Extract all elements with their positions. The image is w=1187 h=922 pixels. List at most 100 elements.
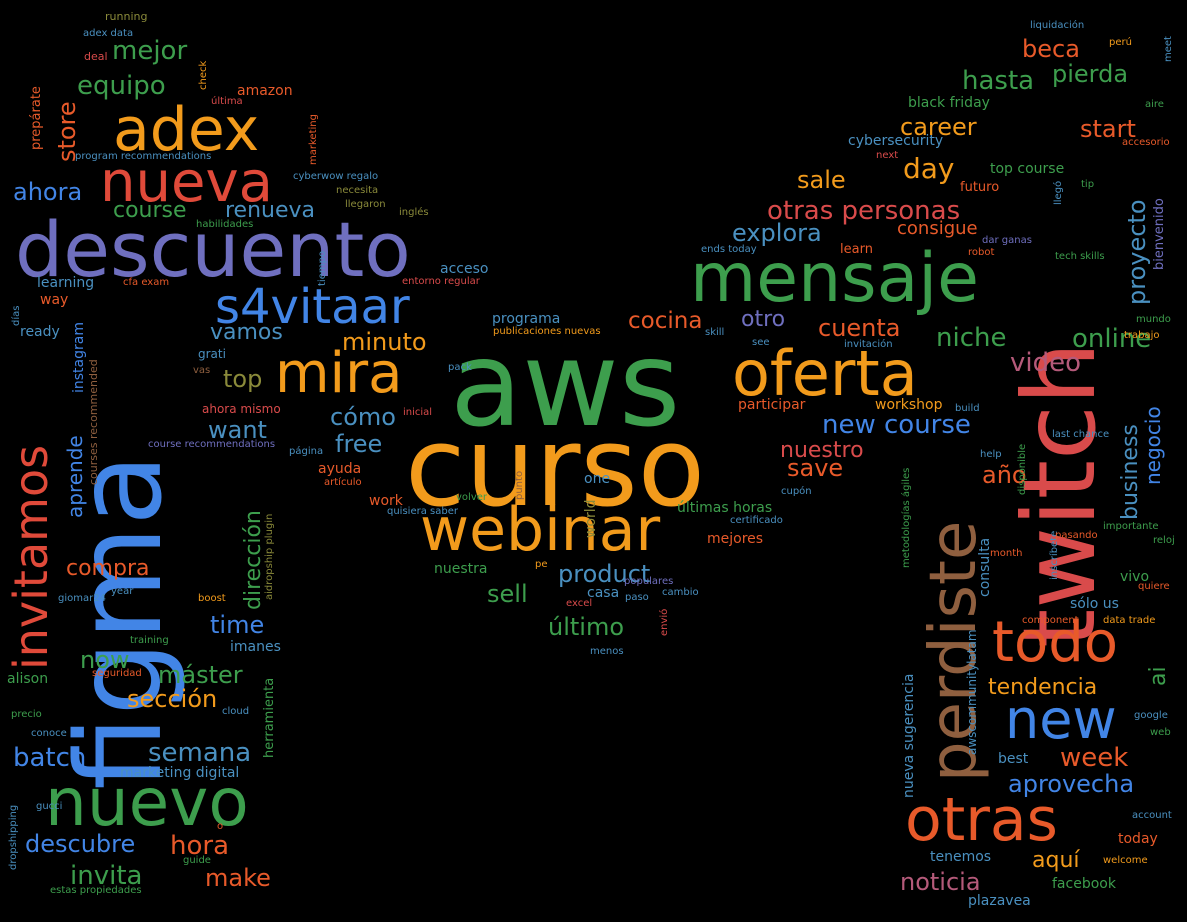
word: sección [127,685,218,713]
word: now [80,646,130,674]
word: cocina [628,308,703,334]
word: o [217,821,224,832]
word: máster [158,661,243,689]
word: new [1005,688,1117,751]
word: ai [1146,666,1171,686]
word: vamos [210,320,283,345]
word: otras [905,785,1058,855]
word: build [955,403,980,414]
word: nuestra [434,561,488,577]
word: batch [13,743,87,773]
word: vivo [1120,569,1150,585]
word: week [1060,743,1129,773]
word: tendencia [988,675,1098,700]
word: pasando [1055,530,1098,541]
word: program recommendations [75,151,212,162]
word: inglés [399,207,429,218]
word: mejores [707,531,764,547]
word: learning [37,275,95,291]
word: consigue [897,218,978,239]
word: negocio [1141,406,1165,485]
word: video [1010,348,1082,378]
word: herramienta [262,677,277,758]
word: paso [625,592,649,603]
word: página [289,446,324,457]
word: robot [968,247,995,258]
word: top [223,365,263,393]
word: liquidación [1030,20,1085,31]
word: bienvenido [1152,198,1167,270]
word: aidropship plugin [264,513,275,600]
word: accesorio [1122,137,1170,148]
word: make [205,864,271,892]
word: entorno regular [402,276,480,287]
word: day [903,152,955,185]
word: tech skills [1055,251,1105,262]
word: free [335,430,383,458]
word: metodologías ágiles [901,467,912,568]
word: programa [492,311,561,327]
word: start [1080,115,1136,143]
word: alison [7,671,49,687]
word: meet [1163,36,1174,62]
word: amazon [237,83,293,99]
word: last chance [1052,429,1110,440]
word: beca [1022,35,1080,63]
word: new course [822,410,971,440]
word: aws [450,315,681,453]
word: data trade [1103,615,1156,626]
word: días [11,305,22,326]
word: ahora mismo [202,402,281,416]
word: trabajo [1124,330,1160,341]
word: artículo [324,477,362,488]
word: cfa exam [123,277,170,288]
word: giomar24 [58,593,106,604]
word: invitamos [4,444,58,670]
word: reloj [1153,535,1175,546]
word: certificado [730,515,783,526]
word: help [980,449,1002,460]
word: one [584,471,611,487]
word: compra [66,556,150,581]
word: account [1132,810,1172,821]
word: tip [1081,179,1095,190]
word: mensaje [690,239,979,318]
word: gucci [36,801,63,812]
word: career [900,113,977,141]
word: course recommendations [148,439,276,450]
word: dar ganas [982,235,1032,246]
word: work [369,493,403,509]
word: dropshipping [8,804,19,870]
word: oferta [732,337,918,410]
word: seguridad [92,668,142,679]
word: noticia [900,868,981,896]
word: sale [797,166,846,194]
word: últimas horas [677,500,773,516]
word: invita [70,861,143,891]
word: month [990,548,1023,559]
word: estas propiedades [50,885,142,896]
word: semana [148,738,252,768]
word: último [548,613,625,641]
word: llegó [1053,180,1064,205]
word: otras personas [767,196,961,226]
word: disponible [1017,443,1028,495]
word: see [752,337,770,348]
word: ready [20,324,60,340]
word: marketing [308,114,319,165]
word: business [1118,424,1143,520]
word: top course [990,161,1065,177]
word: tenemos [930,849,992,865]
word: envió [659,608,670,636]
word: vas [193,365,211,376]
word: skill [705,327,725,338]
word: mejor [112,36,188,66]
word: next [876,150,899,161]
word: quiere [1138,581,1170,592]
word: acceso [440,261,489,277]
word: llegaron [345,199,386,210]
word: habilidades [196,219,254,230]
word: guide [183,855,211,866]
word: precio [11,709,42,720]
